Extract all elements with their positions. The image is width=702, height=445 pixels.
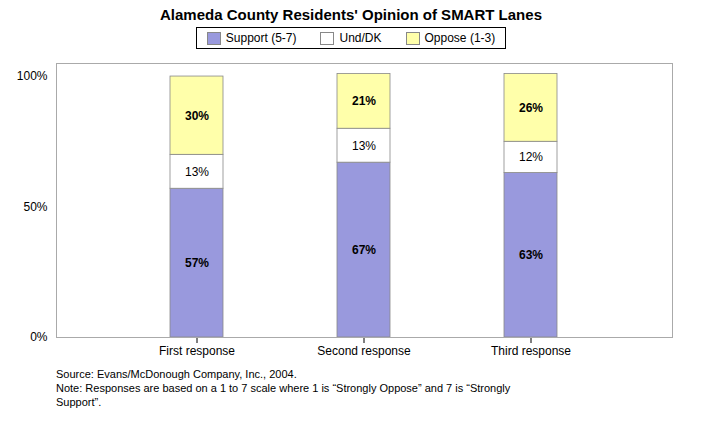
html-text:Note: Responses are based on a: Note: Responses are based on a 1 to 7 sc… (56, 382, 511, 394)
svg-text:Second response: Second response (317, 344, 411, 358)
svg-text:57%: 57% (185, 256, 209, 270)
svg-text:13%: 13% (185, 165, 209, 179)
html-text:Source: Evans/McDonough Compan: Source: Evans/McDonough Company, Inc., 2… (56, 368, 297, 380)
html-text:Alameda County Residents' Opin: Alameda County Residents' Opinion of SMA… (160, 6, 542, 23)
svg-text:21%: 21% (352, 94, 376, 108)
svg-text:100%: 100% (17, 69, 48, 83)
svg-text:Third response: Third response (491, 344, 571, 358)
svg-text:0%: 0% (30, 330, 48, 344)
svg-text:26%: 26% (519, 101, 543, 115)
html-text:Support (5-7): Support (5-7) (225, 31, 297, 45)
html-text:Und/DK: Und/DK (339, 31, 382, 45)
html-text:Support”.: Support”. (56, 396, 102, 408)
svg-text:13%: 13% (352, 139, 376, 153)
svg-text:30%: 30% (185, 109, 209, 123)
svg-text:50%: 50% (23, 200, 47, 214)
html-text:Oppose (1-3): Oppose (1-3) (424, 31, 496, 45)
svg-text:63%: 63% (519, 248, 543, 262)
svg-text:First response: First response (159, 344, 235, 358)
svg-text:67%: 67% (352, 243, 376, 257)
svg-text:12%: 12% (519, 150, 543, 164)
